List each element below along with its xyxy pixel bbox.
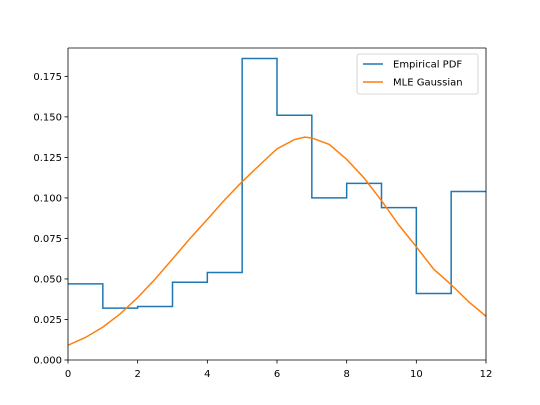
x-tick-label: 10 [410, 369, 423, 380]
legend: Empirical PDF MLE Gaussian [356, 53, 479, 95]
y-tick-label: 0.050 [33, 274, 62, 285]
x-tick-label: 4 [204, 369, 210, 380]
y-axis-ticks: 0.000 0.025 0.050 0.075 0.100 0.125 0.150 0.175 [33, 72, 68, 367]
x-tick-label: 2 [134, 369, 140, 380]
series-mle-gaussian [67, 136, 487, 346]
y-tick-label: 0.075 [33, 234, 62, 245]
x-tick-label: 6 [274, 369, 280, 380]
series-layer [67, 57, 487, 346]
legend-frame [356, 53, 479, 95]
x-tick-label: 12 [480, 369, 493, 380]
y-tick-label: 0.125 [33, 153, 62, 164]
legend-label-empirical-pdf: Empirical PDF [393, 60, 462, 71]
series-empirical-pdf [68, 57, 486, 309]
y-tick-label: 0.175 [33, 72, 62, 83]
y-tick-label: 0.025 [33, 315, 62, 326]
legend-label-mle-gaussian: MLE Gaussian [393, 78, 463, 89]
y-tick-label: 0.150 [33, 112, 62, 123]
x-tick-label: 8 [343, 369, 349, 380]
y-tick-label: 0.000 [33, 356, 62, 367]
y-tick-label: 0.100 [33, 193, 62, 204]
x-tick-label: 0 [65, 369, 71, 380]
x-axis-ticks: 0 2 4 6 8 10 12 [65, 360, 493, 380]
